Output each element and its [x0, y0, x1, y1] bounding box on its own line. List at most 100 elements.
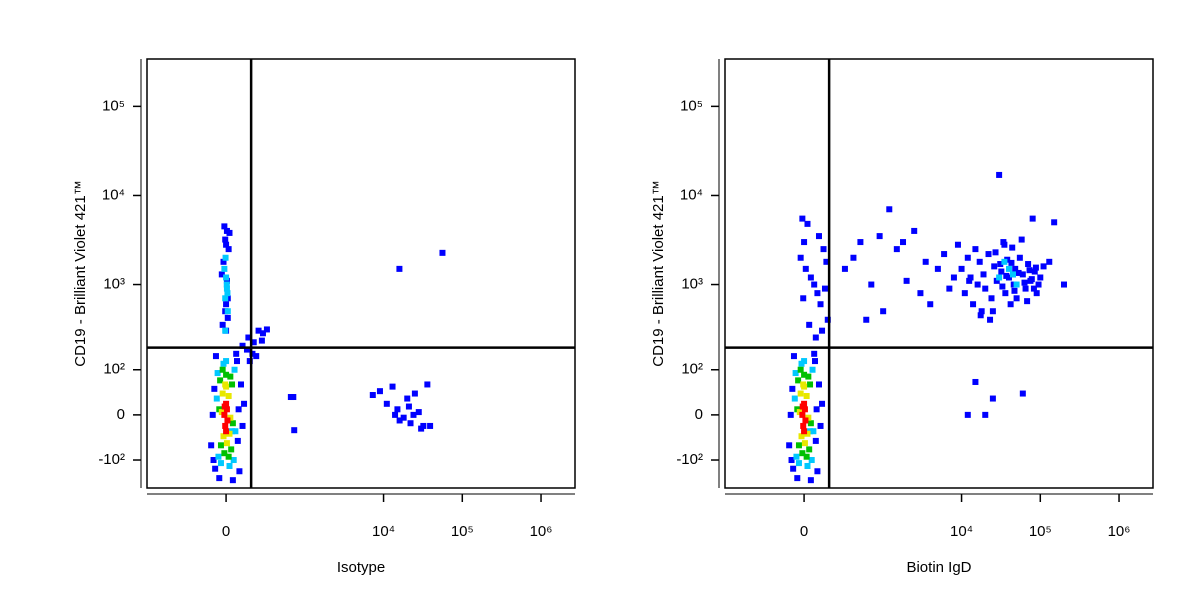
y-tick-label: 0 [117, 406, 125, 423]
event-point [893, 246, 900, 253]
event-point [1031, 268, 1038, 275]
y-tick-label: 10² [103, 361, 125, 378]
event-point [245, 334, 252, 341]
event-point [964, 254, 971, 261]
event-point [795, 460, 802, 467]
event-point [221, 403, 228, 410]
y-tick-label: 10⁴ [102, 186, 125, 203]
event-point [213, 395, 220, 402]
event-point [232, 428, 239, 435]
event-point [439, 249, 446, 256]
event-point [226, 462, 233, 469]
event-point [223, 371, 230, 378]
event-point [214, 370, 221, 377]
event-point [239, 422, 246, 429]
event-point [786, 442, 793, 449]
y-tick-label: 0 [695, 406, 703, 423]
event-point [258, 337, 265, 344]
event-point [223, 241, 230, 248]
event-point [815, 381, 822, 388]
event-point [1040, 263, 1047, 270]
y-axis-label: CD19 - Brilliant Violet 421™ [72, 180, 89, 366]
event-point [239, 342, 246, 349]
y-axis-label: CD19 - Brilliant Violet 421™ [650, 180, 667, 366]
event-point [1001, 258, 1008, 265]
event-point [216, 475, 223, 482]
event-point [1005, 265, 1012, 272]
event-point [961, 290, 968, 297]
x-tick-label: 10⁵ [451, 523, 474, 540]
event-point [807, 381, 814, 388]
event-point [989, 395, 996, 402]
event-point [794, 475, 801, 482]
event-point [982, 411, 989, 418]
event-point [223, 358, 230, 365]
event-point [801, 358, 808, 365]
event-point [217, 460, 224, 467]
event-point [229, 420, 236, 427]
event-point [788, 457, 795, 464]
event-point [1013, 281, 1020, 288]
event-point [798, 433, 805, 440]
event-point [817, 301, 824, 308]
event-point [1009, 244, 1016, 251]
event-point [235, 406, 242, 413]
event-point [800, 422, 807, 429]
event-point [807, 420, 814, 427]
event-point [824, 316, 831, 323]
event-point [803, 453, 810, 460]
event-point [950, 274, 957, 281]
event-point [814, 290, 821, 297]
event-point [263, 326, 270, 333]
event-point [799, 215, 806, 222]
event-point [966, 277, 973, 284]
event-point [792, 370, 799, 377]
event-point [927, 301, 934, 308]
event-point [396, 417, 403, 424]
event-point [224, 417, 231, 424]
event-point [246, 358, 253, 365]
event-point [934, 265, 941, 272]
event-point [383, 400, 390, 407]
event-point [972, 246, 979, 253]
event-point [392, 411, 399, 418]
event-point [396, 265, 403, 272]
event-point [225, 246, 232, 253]
event-point [817, 422, 824, 429]
event-point [815, 233, 822, 240]
event-point [802, 417, 809, 424]
event-point [223, 274, 230, 281]
event-point [217, 377, 224, 384]
event-point [223, 281, 230, 288]
event-point [259, 330, 266, 337]
event-point [1051, 219, 1058, 226]
event-point [1030, 285, 1037, 292]
event-point [807, 477, 814, 484]
event-point [1018, 236, 1025, 243]
event-point [808, 457, 815, 464]
event-point [1028, 276, 1035, 283]
event-point [250, 339, 257, 346]
event-point [985, 251, 992, 258]
event-point [810, 428, 817, 435]
event-point [799, 403, 806, 410]
event-point [1019, 390, 1026, 397]
event-point [222, 327, 229, 334]
event-point [850, 254, 857, 261]
event-point [823, 258, 830, 265]
event-point [998, 268, 1005, 275]
event-point [1021, 279, 1028, 286]
event-point [797, 390, 804, 397]
event-point [217, 442, 224, 449]
event-point [793, 453, 800, 460]
event-point [221, 411, 228, 418]
event-point [805, 373, 812, 380]
y-tick-label: 10⁴ [680, 186, 703, 203]
event-point [821, 285, 828, 292]
event-point [809, 366, 816, 373]
event-point [222, 422, 229, 429]
event-point [208, 442, 215, 449]
event-point [980, 271, 987, 278]
event-point [797, 366, 804, 373]
event-point [819, 327, 826, 334]
